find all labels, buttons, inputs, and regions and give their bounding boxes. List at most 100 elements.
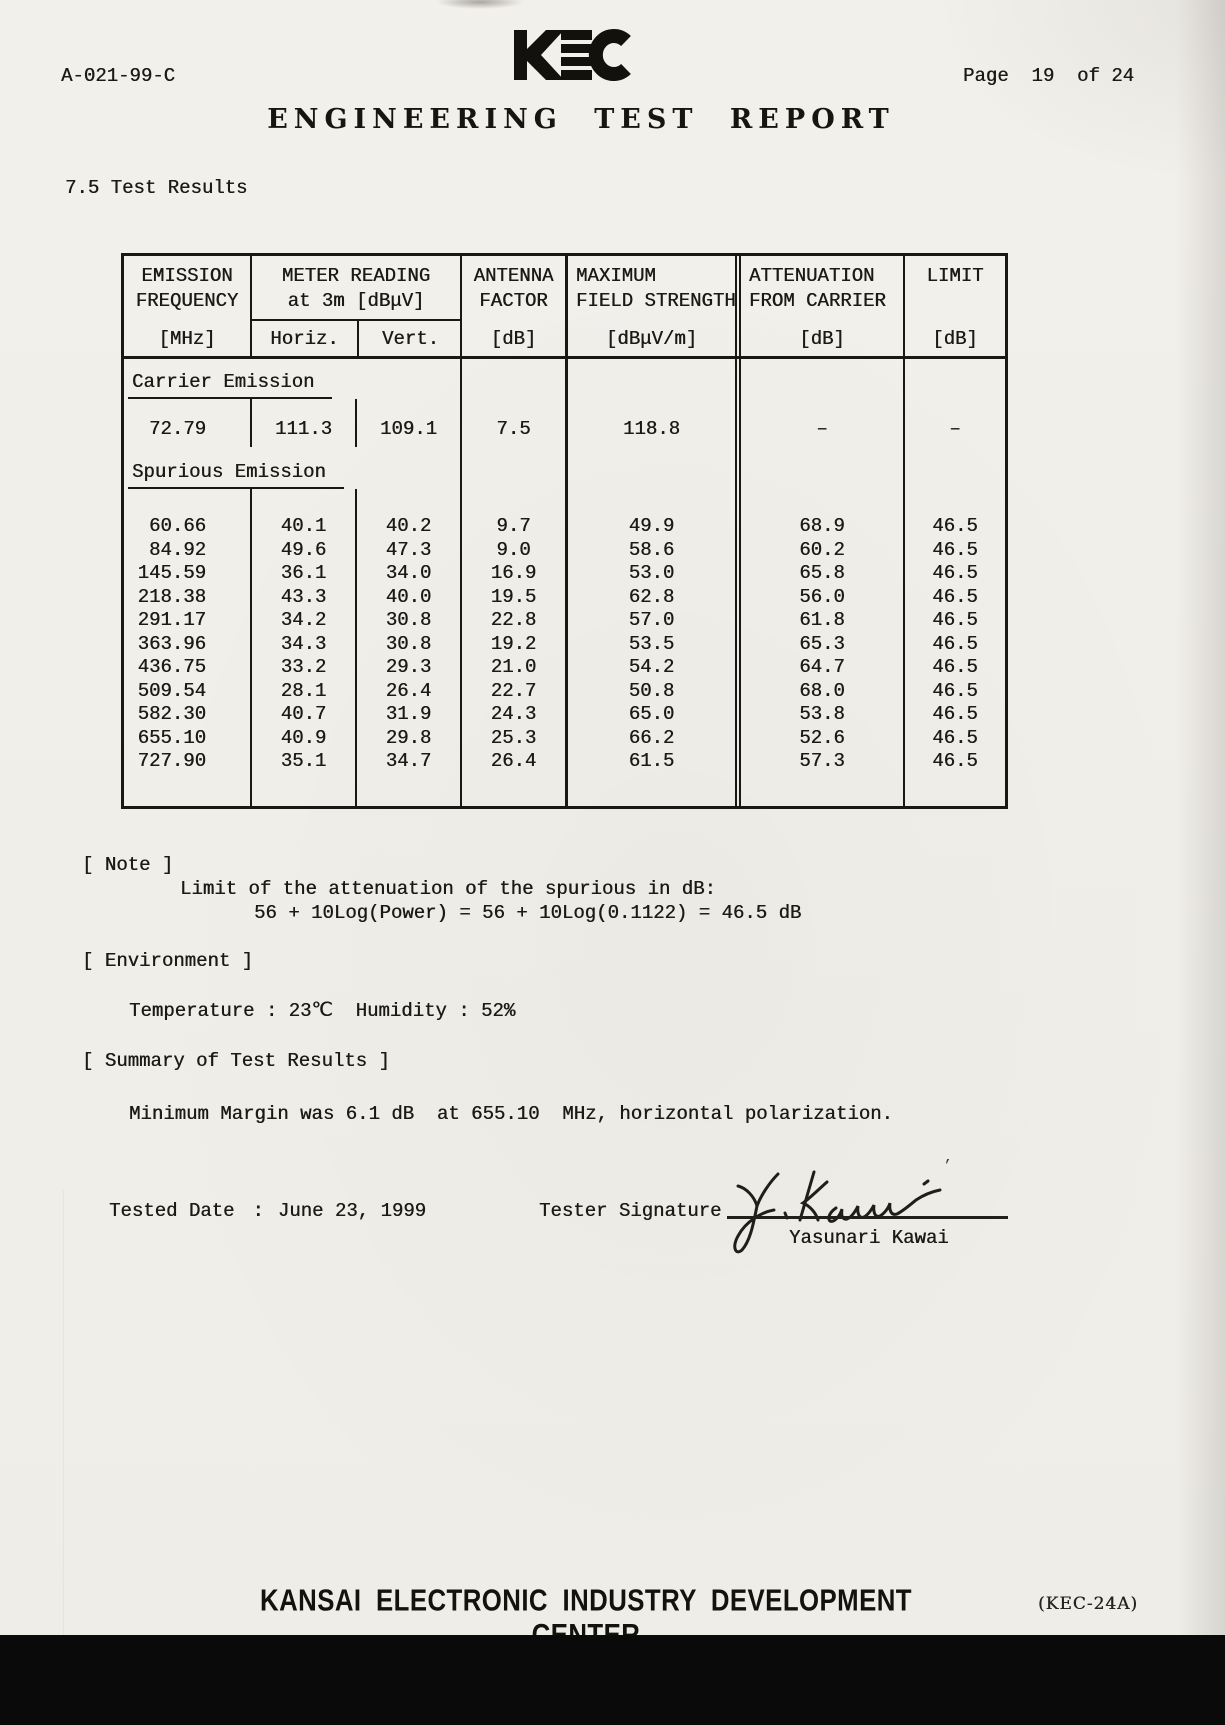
note-heading: [ Note ] [82, 854, 174, 876]
footer-form-number: (KEC-24A) [1038, 1594, 1139, 1614]
table-cell [735, 447, 903, 489]
table-cell [735, 773, 903, 806]
table-cell: 65.0 [565, 703, 735, 727]
scan-speckle: ’ [943, 1158, 953, 1175]
table-row [124, 773, 1005, 806]
table-cell: 65.3 [735, 632, 903, 656]
table-cell: 84.92 [148, 538, 206, 561]
table-cell [565, 489, 735, 515]
col-attenuation-from-carrier: ATTENUATION FROM CARRIER [dB] [735, 256, 903, 356]
table-cell: 53.0 [565, 562, 735, 586]
table-cell [460, 489, 565, 515]
table-cell: 109.1 [355, 411, 460, 447]
section-heading: 7.5 Test Results [65, 177, 248, 199]
col-header-text: FACTOR [479, 290, 548, 312]
col-horizontal: Horiz. [270, 327, 339, 350]
table-cell: 57.3 [735, 750, 903, 774]
table-cell: – [735, 411, 903, 447]
table-cell: 19.5 [460, 585, 565, 609]
table-cell: 582.30 [137, 703, 206, 725]
table-cell: 21.0 [460, 656, 565, 680]
table-cell: 40.2 [355, 515, 460, 539]
table-cell: – [903, 411, 1005, 447]
table-cell [565, 447, 735, 489]
table-row: 363.96 34.3 30.8 19.2 53.5 65.3 46.5 [124, 632, 1005, 656]
tested-date-colon: : [252, 1200, 264, 1222]
table-cell: 26.4 [355, 679, 460, 703]
table-row: 60.66 40.1 40.2 9.7 49.9 68.9 46.5 [124, 515, 1005, 539]
table-cell: 58.6 [565, 538, 735, 562]
table-cell: 65.8 [735, 562, 903, 586]
table-cell: 61.8 [735, 609, 903, 633]
tested-date-row: Tested Date : June 23, 1999 [109, 1199, 426, 1223]
table-cell [903, 399, 1005, 411]
tested-date-label: Tested Date [109, 1200, 235, 1222]
table-cell: 46.5 [903, 515, 1005, 539]
table-cell: 49.9 [565, 515, 735, 539]
table-cell: 66.2 [565, 726, 735, 750]
table-header: EMISSION FREQUENCY [MHz] METER READING a… [124, 256, 1005, 359]
section-label: Spurious Emission [128, 461, 344, 489]
table-row: 582.30 40.7 31.9 24.3 65.0 53.8 46.5 [124, 703, 1005, 727]
col-header-text: FREQUENCY [135, 290, 239, 312]
table-cell [250, 399, 355, 411]
table-cell: 57.0 [565, 609, 735, 633]
table-row: 72.79 111.3 109.1 7.5 118.8– – [124, 411, 1005, 447]
table-cell: 363.96 [137, 632, 206, 655]
note-formula-line: 56 + 10Log(Power) = 56 + 10Log(0.1122) =… [254, 902, 802, 924]
col-header-text: at 3m [dBμV] [287, 290, 425, 312]
table-cell [903, 773, 1005, 806]
table-cell: 68.0 [735, 679, 903, 703]
table-cell [355, 489, 460, 515]
table-cell: 46.5 [903, 632, 1005, 656]
table-cell: 29.3 [355, 656, 460, 680]
table-cell: 62.8 [565, 585, 735, 609]
table-cell: 7.5 [460, 411, 565, 447]
table-cell [735, 489, 903, 515]
table-cell: 53.8 [735, 703, 903, 727]
note-text-line: Limit of the attenuation of the spurious… [180, 878, 716, 900]
table-cell: 46.5 [903, 750, 1005, 774]
table-cell: 436.75 [137, 656, 206, 678]
table-cell: 655.10 [137, 726, 206, 749]
table-cell: 46.5 [903, 562, 1005, 586]
table-cell: 40.9 [250, 726, 355, 750]
table-row: 291.17 34.2 30.8 22.8 57.0 61.8 46.5 [124, 609, 1005, 633]
table-cell: 9.7 [460, 515, 565, 539]
table-cell: 34.3 [250, 632, 355, 656]
report-title: ENGINEERING TEST REPORT [267, 104, 895, 135]
section-row: Carrier Emission [124, 359, 1005, 399]
col-meter-reading: METER READING at 3m [dBμV] Horiz. Vert. [250, 256, 460, 356]
col-header-text: METER READING [281, 265, 431, 287]
table-cell: 60.2 [735, 538, 903, 562]
table-row: 218.38 43.3 40.0 19.5 62.8 56.0 46.5 [124, 585, 1005, 609]
col-vertical: Vert. [357, 321, 462, 356]
test-results-table: EMISSION FREQUENCY [MHz] METER READING a… [121, 253, 1008, 809]
table-cell [124, 489, 250, 515]
table-cell [903, 447, 1005, 489]
table-cell: 30.8 [355, 609, 460, 633]
table-cell: 61.5 [565, 750, 735, 774]
table-cell: 19.2 [460, 632, 565, 656]
col-antenna-factor: ANTENNA FACTOR [dB] [460, 256, 565, 356]
table-row: 727.90 35.1 34.7 26.4 61.5 57.3 46.5 [124, 750, 1005, 774]
table-cell: 30.8 [355, 632, 460, 656]
table-cell [355, 399, 460, 411]
summary-text: Minimum Margin was 6.1 dB at 655.10 MHz,… [129, 1103, 893, 1125]
col-emission-frequency: EMISSION FREQUENCY [MHz] [124, 256, 250, 356]
table-cell: 22.8 [460, 609, 565, 633]
table-cell [903, 359, 1005, 399]
table-cell: 25.3 [460, 726, 565, 750]
signer-printed-name: Yasunari Kawai [789, 1227, 949, 1249]
table-cell: 47.3 [355, 538, 460, 562]
table-cell [460, 399, 565, 411]
table-cell [565, 399, 735, 411]
table-cell: 34.2 [250, 609, 355, 633]
signature-icon [733, 1170, 942, 1254]
table-cell: 40.0 [355, 585, 460, 609]
table-cell: 60.66 [148, 515, 206, 537]
table-cell: 46.5 [903, 538, 1005, 562]
table-cell [250, 773, 355, 806]
col-unit: [dB] [490, 327, 537, 350]
